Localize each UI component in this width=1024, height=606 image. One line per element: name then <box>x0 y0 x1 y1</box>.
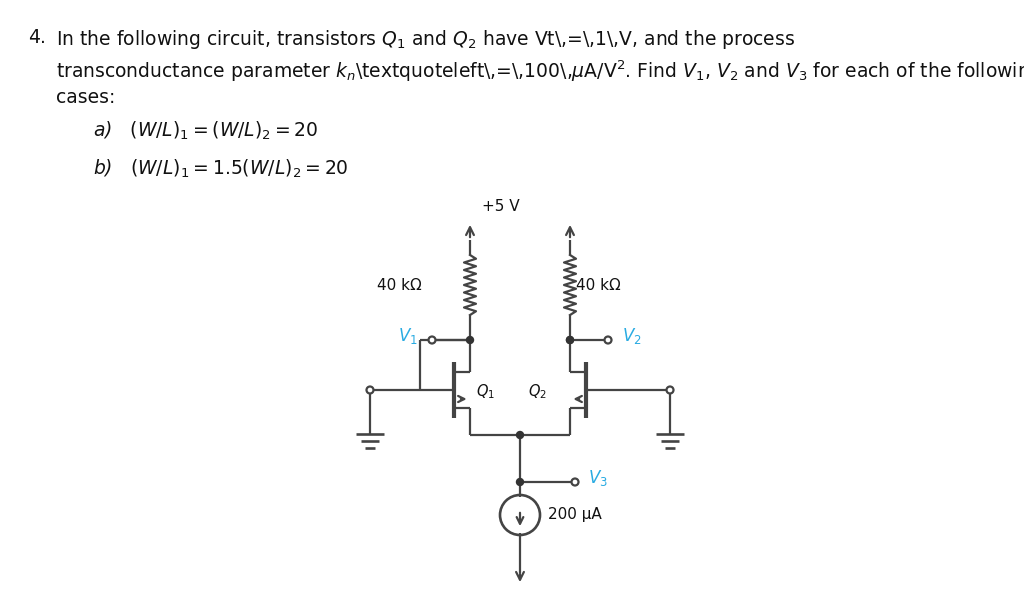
Circle shape <box>667 387 674 393</box>
Text: cases:: cases: <box>56 88 116 107</box>
Circle shape <box>467 336 473 344</box>
Circle shape <box>367 387 374 393</box>
Text: In the following circuit, transistors $Q_1$ and $Q_2$ have Vt\,=\,1\,V, and the : In the following circuit, transistors $Q… <box>56 28 795 51</box>
Text: $V_3$: $V_3$ <box>588 468 608 488</box>
Circle shape <box>516 431 523 439</box>
Text: transconductance parameter $k_n$\textquoteleft\,=\,100\,$\mu$A/V$^2$. Find $V_1$: transconductance parameter $k_n$\textquo… <box>56 58 1024 84</box>
Text: 40 kΩ: 40 kΩ <box>377 278 422 293</box>
Text: 40 kΩ: 40 kΩ <box>575 278 621 293</box>
Text: a)   $(W/L)_1 = (W/L)_2 = 20$: a) $(W/L)_1 = (W/L)_2 = 20$ <box>93 120 318 142</box>
Circle shape <box>571 479 579 485</box>
Circle shape <box>604 336 611 344</box>
Text: $V_1$: $V_1$ <box>398 326 418 346</box>
Text: +5 V: +5 V <box>482 199 519 214</box>
Circle shape <box>566 336 573 344</box>
Text: 200 μA: 200 μA <box>548 507 602 522</box>
Circle shape <box>516 479 523 485</box>
Text: b)   $(W/L)_1 = 1.5(W/L)_2 = 20$: b) $(W/L)_1 = 1.5(W/L)_2 = 20$ <box>93 158 348 181</box>
Circle shape <box>428 336 435 344</box>
Text: 4.: 4. <box>28 28 46 47</box>
Text: $Q_1$: $Q_1$ <box>476 382 495 401</box>
Text: $Q_2$: $Q_2$ <box>528 382 547 401</box>
Circle shape <box>566 336 573 344</box>
Text: $V_2$: $V_2$ <box>622 326 642 346</box>
